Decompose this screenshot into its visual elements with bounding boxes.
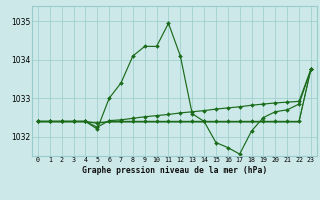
X-axis label: Graphe pression niveau de la mer (hPa): Graphe pression niveau de la mer (hPa) (82, 166, 267, 175)
